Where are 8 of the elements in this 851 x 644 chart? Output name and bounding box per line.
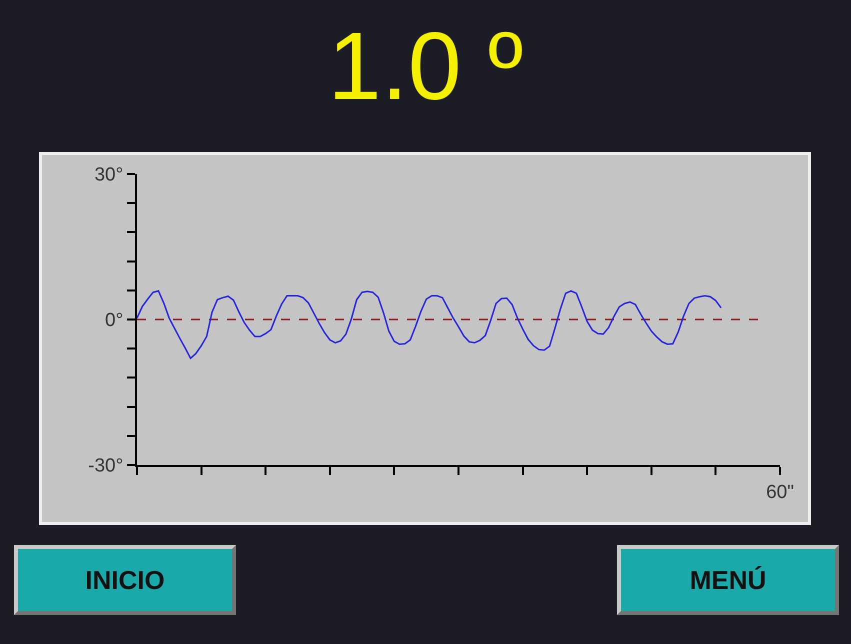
y-tick-label: 0° [105,310,124,332]
line-series [137,290,722,360]
text: INICIO [14,545,236,615]
y-tick-label: 30° [94,164,124,186]
x-tick-label: 60" [766,482,794,503]
y-tick-label: -30° [88,456,124,477]
text: MENÚ [617,545,839,615]
chart-title: 1.0 º [326,12,524,122]
